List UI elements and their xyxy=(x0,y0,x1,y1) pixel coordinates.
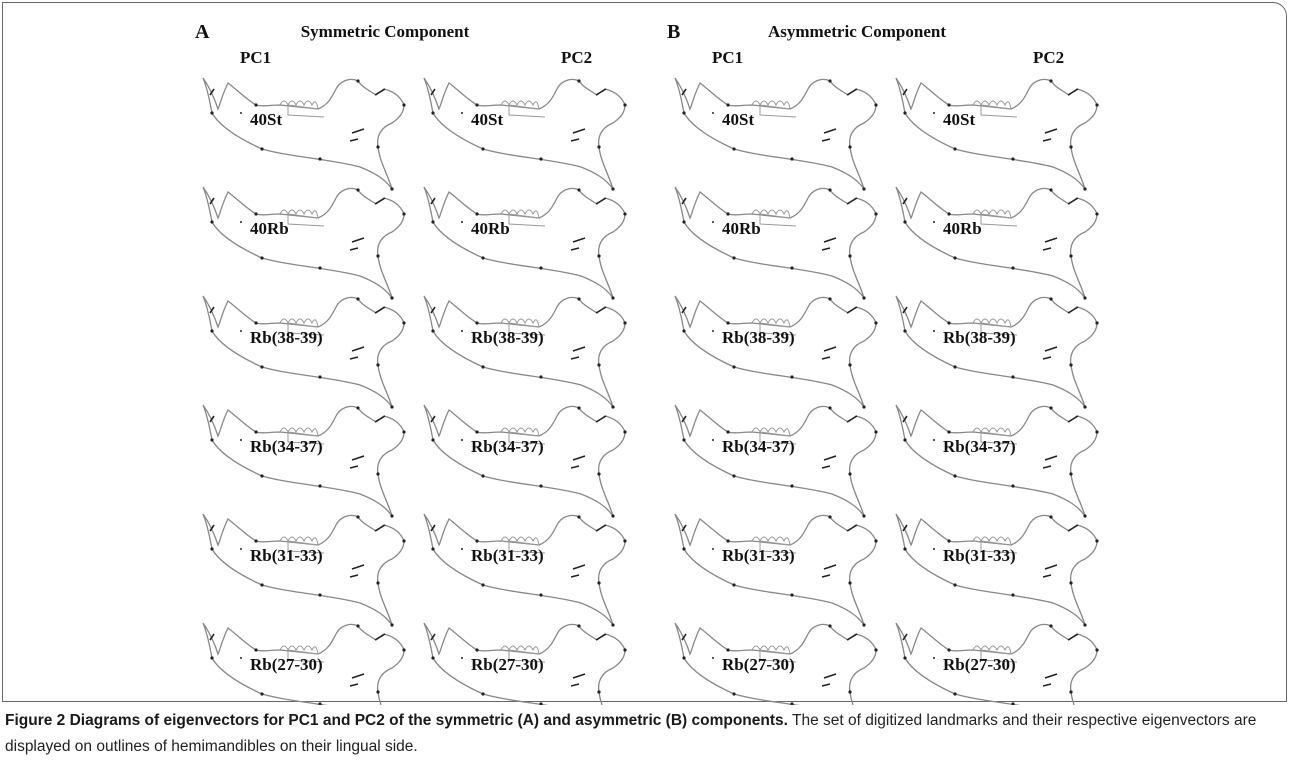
row-label: Rb(38-39) xyxy=(943,328,1016,347)
row-label: Rb(27-30) xyxy=(471,655,544,674)
column-header: PC2 xyxy=(561,48,592,67)
page: A Symmetric Component PC1 40St 40Rb Rb(38-39)… xyxy=(0,0,1290,767)
mandible-outline xyxy=(203,78,406,191)
mandible-outline xyxy=(203,296,406,409)
mandible-outline xyxy=(896,187,1099,300)
mandible-outline xyxy=(424,78,627,191)
row-label: 40Rb xyxy=(471,219,510,238)
mandible-outline xyxy=(896,78,1099,191)
mandible-outline xyxy=(675,78,878,191)
mandible-outline xyxy=(203,405,406,518)
mandible-outline xyxy=(203,187,406,300)
mandible-outline xyxy=(675,405,878,518)
row-label: 40St xyxy=(471,110,503,129)
row-label: Rb(27-30) xyxy=(250,655,323,674)
mandible-outline xyxy=(424,296,627,409)
row-label: Rb(31-33) xyxy=(722,546,795,565)
panel-title: Asymmetric Component xyxy=(768,22,946,41)
row-label: Rb(34-37) xyxy=(722,437,795,456)
mandible-outline xyxy=(896,405,1099,518)
column-header: PC2 xyxy=(1033,48,1064,67)
row-label: 40St xyxy=(943,110,975,129)
mandible-outline xyxy=(424,405,627,518)
row-label: Rb(34-37) xyxy=(250,437,323,456)
mandible-outline xyxy=(675,514,878,627)
mandible-outline xyxy=(424,514,627,627)
mandible-outline xyxy=(203,514,406,627)
mandible-outline xyxy=(675,187,878,300)
mandible-outline xyxy=(675,296,878,409)
panel-letter: B xyxy=(667,21,680,43)
row-label: Rb(31-33) xyxy=(471,546,544,565)
row-label: Rb(27-30) xyxy=(722,655,795,674)
row-label: 40Rb xyxy=(722,219,761,238)
row-label: Rb(38-39) xyxy=(250,328,323,347)
caption-label: Figure 2 xyxy=(5,712,65,729)
row-label: Rb(38-39) xyxy=(471,328,544,347)
row-label: 40St xyxy=(722,110,754,129)
row-label: Rb(34-37) xyxy=(943,437,1016,456)
mandible-outline xyxy=(424,187,627,300)
mandible-outline xyxy=(896,514,1099,627)
column-header: PC1 xyxy=(240,48,271,67)
row-label: Rb(31-33) xyxy=(943,546,1016,565)
figure: A Symmetric Component PC1 40St 40Rb Rb(38-39)… xyxy=(0,0,1290,705)
row-label: 40Rb xyxy=(250,219,289,238)
column-header: PC1 xyxy=(712,48,743,67)
mandible-outline xyxy=(896,296,1099,409)
row-label: Rb(31-33) xyxy=(250,546,323,565)
row-label: 40Rb xyxy=(943,219,982,238)
row-label: Rb(27-30) xyxy=(943,655,1016,674)
row-label: Rb(34-37) xyxy=(471,437,544,456)
caption: Figure 2 Diagrams of eigenvectors for PC… xyxy=(5,708,1285,760)
caption-title: Diagrams of eigenvectors for PC1 and PC2… xyxy=(70,712,788,729)
panel-letter: A xyxy=(195,21,210,43)
panel-title: Symmetric Component xyxy=(301,22,470,41)
row-label: 40St xyxy=(250,110,282,129)
row-label: Rb(38-39) xyxy=(722,328,795,347)
